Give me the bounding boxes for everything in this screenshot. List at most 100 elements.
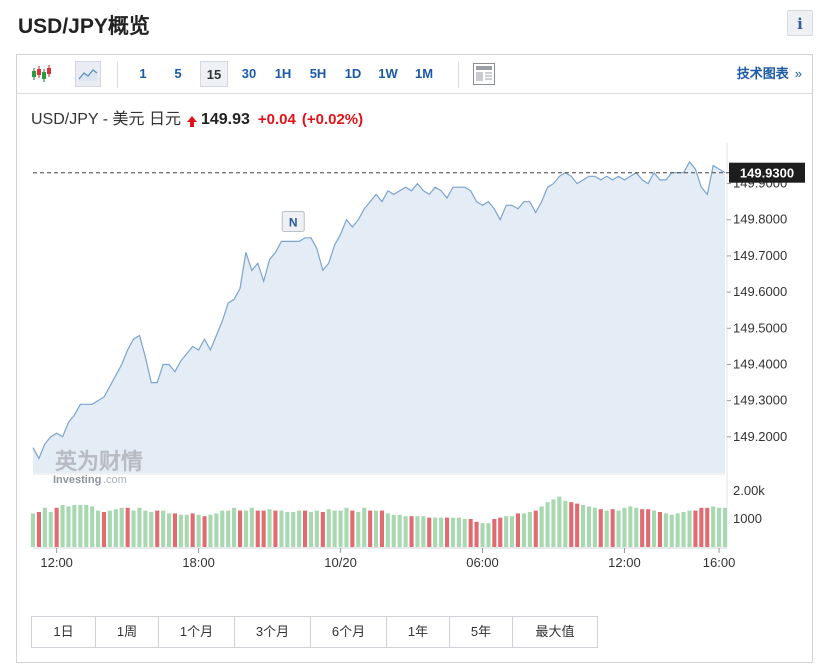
range-selector: 1日 1周 1个月 3个月 6个月 1年 5年 最大值 [31,616,598,648]
volume-bar [267,509,272,547]
toolbar-divider [117,62,118,88]
volume-bar [427,517,432,547]
candlestick-icon[interactable] [29,61,55,87]
volume-bar [604,510,609,547]
volume-bar [332,510,337,547]
volume-bar [551,499,556,547]
volume-tick-label: 2.00k [733,483,765,498]
volume-bar [592,507,597,547]
volume-bar [539,506,544,547]
volume-bar [72,505,77,547]
volume-bar [545,502,550,547]
x-tick-label: 06:00 [466,555,499,570]
timeframe-1m[interactable]: 1M [414,66,434,81]
volume-bar [308,512,313,547]
volume-bar [297,510,302,547]
volume-tick-label: 1000 [733,511,762,526]
volume-bar [226,510,231,547]
volume-bar [48,512,53,547]
volume-bar [202,516,207,547]
volume-bar [616,510,621,547]
volume-bar [586,506,591,547]
volume-bar [84,505,89,547]
volume-bar [397,514,402,547]
volume-bar [462,519,467,547]
volume-bar [249,507,254,547]
volume-bar [66,506,71,547]
range-max-button[interactable]: 最大值 [513,617,597,647]
volume-bar [107,510,112,547]
volume-bar [681,512,686,547]
volume-bar [285,512,290,547]
instrument-name: USD/JPY - 美元 日元 [31,111,181,128]
watermark-brand: 英为财情 [55,449,143,475]
volume-bar [521,513,526,547]
volume-bar [96,510,101,547]
volume-bar [468,519,473,547]
range-5y-button[interactable]: 5年 [450,617,513,647]
volume-bar [184,514,189,547]
volume-bar [30,513,35,547]
y-tick-label: 149.8000 [733,212,787,227]
news-marker-label: N [289,215,298,229]
range-1y-button[interactable]: 1年 [387,617,450,647]
range-6m-button[interactable]: 6个月 [311,617,387,647]
range-1w-button[interactable]: 1周 [96,617,159,647]
technical-chart-link[interactable]: 技术图表» [736,66,802,81]
price-line [32,160,726,460]
volume-bar [705,507,710,547]
timeframe-1d[interactable]: 1D [344,66,362,81]
quote-change-percent: (+0.02%) [301,111,364,128]
volume-bar [232,507,237,547]
volume-bar [598,509,603,547]
volume-bar [243,510,248,547]
info-button[interactable]: i [787,10,813,36]
volume-bar [172,513,177,547]
timeframe-1h[interactable]: 1H [274,66,292,81]
volume-bar [220,510,225,547]
range-1d-button[interactable]: 1日 [32,617,96,647]
timeframe-1w[interactable]: 1W [378,66,398,81]
table-view-icon[interactable] [471,61,497,87]
volume-bar [439,517,444,547]
volume-bar [474,521,479,547]
volume-bar [450,517,455,547]
current-price-label: 149.9300 [740,166,794,181]
timeframe-5[interactable]: 5 [174,66,182,81]
volume-bar [379,510,384,547]
volume-bar [498,517,503,547]
volume-bar [113,509,118,547]
volume-bar [409,516,414,547]
volume-bar [533,510,538,547]
range-3m-button[interactable]: 3个月 [235,617,311,647]
up-arrow-icon [186,116,197,127]
quote-change: +0.04 [257,111,296,128]
price-area-fill [33,161,725,473]
volume-bar [362,507,367,547]
volume-bar [687,510,692,547]
volume-bar [314,510,319,547]
timeframe-30[interactable]: 30 [241,66,257,81]
area-chart-icon[interactable] [75,61,101,87]
volume-bar [143,510,148,547]
volume-bar [711,506,716,547]
timeframe-15[interactable]: 15 [200,61,228,87]
range-1m-button[interactable]: 1个月 [159,617,235,647]
volume-bar [101,512,106,547]
volume-bar [273,510,278,547]
volume-bar [320,512,325,547]
volume-bar [125,507,130,547]
volume-bar [42,507,47,547]
timeframe-1[interactable]: 1 [139,66,147,81]
volume-bar [60,505,65,547]
volume-bar [581,505,586,547]
volume-bar [350,510,355,547]
volume-bar [374,510,379,547]
y-tick-label: 149.4000 [733,356,787,371]
y-tick-label: 149.5000 [733,320,787,335]
current-price-badge [729,162,805,183]
volume-bar [161,510,166,547]
timeframe-5h[interactable]: 5H [309,66,327,81]
volume-bar [255,510,260,547]
